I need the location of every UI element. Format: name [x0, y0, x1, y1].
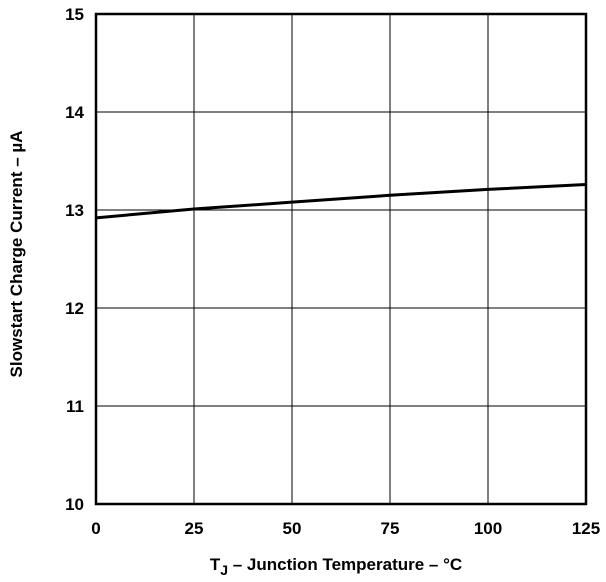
grid-lines: [96, 14, 586, 504]
x-tick-label: 50: [283, 519, 302, 538]
x-tick-label: 75: [381, 519, 400, 538]
x-axis-title-subscript: J: [220, 562, 228, 578]
y-axis-title: Slowstart Charge Current – µA: [7, 131, 26, 378]
x-tick-labels: 0 25 50 75 100 125: [91, 519, 600, 538]
y-tick-labels: 10 11 12 13 14 15: [65, 5, 84, 514]
x-tick-label: 100: [474, 519, 502, 538]
x-axis-title-rest: – Junction Temperature – °C: [228, 555, 462, 574]
y-tick-label: 12: [65, 299, 84, 318]
plot-frame: [94, 12, 588, 506]
series-group: [95, 183, 587, 220]
x-tick-label: 0: [91, 519, 100, 538]
y-tick-label: 10: [65, 495, 84, 514]
x-axis-title-main: T: [210, 555, 221, 574]
y-tick-label: 14: [65, 103, 84, 122]
x-tick-label: 125: [572, 519, 600, 538]
x-axis-title: TJ – Junction Temperature – °C: [210, 555, 462, 578]
y-tick-label: 11: [66, 397, 84, 416]
y-tick-label: 13: [65, 201, 84, 220]
series-line: [95, 183, 587, 220]
y-tick-label: 15: [65, 5, 84, 24]
x-tick-label: 25: [185, 519, 204, 538]
